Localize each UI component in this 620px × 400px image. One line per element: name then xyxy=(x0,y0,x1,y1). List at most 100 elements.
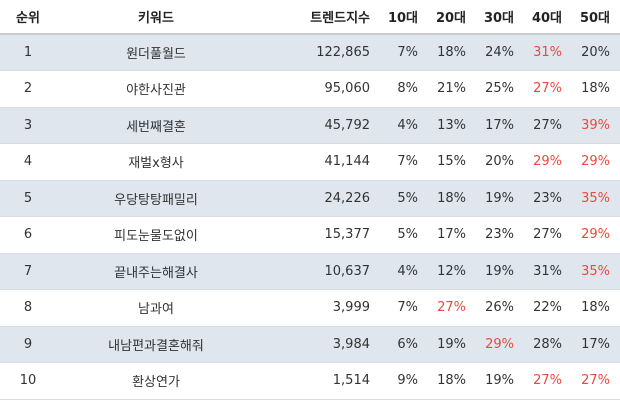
age-50s-cell: 20% xyxy=(581,45,610,60)
age-30s-cell: 19% xyxy=(485,263,514,279)
rank-cell: 3 xyxy=(23,117,33,133)
rank-cell: 5 xyxy=(23,190,33,206)
header-age-30s: 30대 xyxy=(483,11,514,26)
table-row: 4 재벌x형사 41,144 7% 15% 20% 29% 29% xyxy=(0,144,620,180)
trend-score-cell: 3,999 xyxy=(332,300,370,316)
age-10s-cell: 7% xyxy=(397,154,418,170)
age-20s-cell: 18% xyxy=(437,190,466,206)
keyword-cell: 야한사진관 xyxy=(126,83,186,99)
trend-score-cell: 10,637 xyxy=(324,263,371,279)
age-10s-cell: 8% xyxy=(397,81,418,97)
trend-score-cell: 45,792 xyxy=(324,117,371,133)
age-50s-cell: 29% xyxy=(581,154,610,170)
table-header: 순위 키워드 트렌드지수 10대 20대 30대 40대 50대 xyxy=(0,0,620,34)
age-20s-cell: 15% xyxy=(437,154,466,170)
trend-score-cell: 3,984 xyxy=(332,336,370,352)
trend-score-cell: 95,060 xyxy=(324,81,371,97)
keyword-cell: 재벌x형사 xyxy=(128,156,184,172)
age-50s-cell: 35% xyxy=(581,263,610,279)
age-40s-cell: 28% xyxy=(533,336,562,352)
age-30s-cell: 23% xyxy=(485,227,514,243)
table-row: 2 야한사진관 95,060 8% 21% 25% 27% 18% xyxy=(0,71,620,107)
header-row: 순위 키워드 트렌드지수 10대 20대 30대 40대 50대 xyxy=(0,0,620,34)
age-40s-cell: 29% xyxy=(533,154,562,170)
age-20s-cell: 18% xyxy=(437,373,466,389)
age-10s-cell: 4% xyxy=(397,117,418,133)
age-40s-cell: 23% xyxy=(533,190,562,206)
age-20s-cell: 27% xyxy=(437,300,466,316)
table-row: 9 내남편과결혼해줘 3,984 6% 19% 29% 28% 17% xyxy=(0,326,620,363)
age-30s-cell: 19% xyxy=(485,373,514,389)
age-40s-cell: 22% xyxy=(533,300,562,316)
age-40s-cell: 27% xyxy=(533,81,562,97)
trend-score-cell: 15,377 xyxy=(324,227,371,243)
trend-score-cell: 24,226 xyxy=(324,190,371,206)
age-40s-cell: 27% xyxy=(533,117,562,133)
table-row: 3 세번째결혼 45,792 4% 13% 17% 27% 39% xyxy=(0,107,620,144)
header-age-50s: 50대 xyxy=(579,11,610,26)
age-30s-cell: 20% xyxy=(485,154,514,170)
age-50s-cell: 35% xyxy=(581,190,610,206)
age-10s-cell: 7% xyxy=(397,45,418,60)
age-50s-cell: 18% xyxy=(581,300,610,316)
keyword-cell: 끝내주는해결사 xyxy=(114,265,198,281)
table-row: 6 피도눈물도없이 15,377 5% 17% 23% 27% 29% xyxy=(0,217,620,253)
age-50s-cell: 18% xyxy=(581,81,610,97)
keyword-cell: 남과여 xyxy=(138,302,174,318)
header-age-10s: 10대 xyxy=(387,11,418,26)
rank-cell: 2 xyxy=(23,81,33,97)
rank-cell: 9 xyxy=(23,336,33,352)
header-trend-score: 트렌드지수 xyxy=(310,11,370,26)
table-row: 7 끝내주는해결사 10,637 4% 12% 19% 31% 35% xyxy=(0,253,620,290)
trend-score-cell: 41,144 xyxy=(324,154,371,170)
header-rank: 순위 xyxy=(16,11,40,26)
table-row: 1 원더풀월드 122,865 7% 18% 24% 31% 20% xyxy=(0,34,620,71)
table-row: 8 남과여 3,999 7% 27% 26% 22% 18% xyxy=(0,290,620,326)
age-50s-cell: 17% xyxy=(581,336,610,352)
keyword-cell: 내남편과결혼해줘 xyxy=(108,338,204,354)
table-body: 1 원더풀월드 122,865 7% 18% 24% 31% 20% 2 야한사… xyxy=(0,34,620,399)
age-10s-cell: 5% xyxy=(397,190,418,206)
age-40s-cell: 27% xyxy=(533,227,562,243)
age-30s-cell: 24% xyxy=(485,45,514,60)
age-50s-cell: 27% xyxy=(581,373,610,389)
age-50s-cell: 29% xyxy=(581,227,610,243)
age-40s-cell: 27% xyxy=(533,373,562,389)
age-30s-cell: 19% xyxy=(485,190,514,206)
age-30s-cell: 29% xyxy=(485,336,514,352)
rank-cell: 10 xyxy=(19,373,37,389)
age-20s-cell: 18% xyxy=(437,45,466,60)
keyword-cell: 우당탕탕패밀리 xyxy=(114,192,198,208)
keyword-cell: 환상연가 xyxy=(132,375,180,391)
age-20s-cell: 12% xyxy=(437,263,466,279)
trend-score-cell: 122,865 xyxy=(316,45,370,60)
age-10s-cell: 7% xyxy=(397,300,418,316)
header-age-40s: 40대 xyxy=(531,11,562,26)
age-20s-cell: 19% xyxy=(437,336,466,352)
age-40s-cell: 31% xyxy=(533,45,562,60)
age-10s-cell: 9% xyxy=(397,373,418,389)
age-20s-cell: 17% xyxy=(437,227,466,243)
age-40s-cell: 31% xyxy=(533,263,562,279)
rank-cell: 6 xyxy=(23,227,33,243)
age-30s-cell: 25% xyxy=(485,81,514,97)
age-50s-cell: 39% xyxy=(581,117,610,133)
age-10s-cell: 5% xyxy=(397,227,418,243)
rank-cell: 7 xyxy=(23,263,33,279)
trend-score-cell: 1,514 xyxy=(332,373,370,389)
table-row: 10 환상연가 1,514 9% 18% 19% 27% 27% xyxy=(0,363,620,399)
age-20s-cell: 21% xyxy=(437,81,466,97)
keyword-cell: 원더풀월드 xyxy=(126,47,186,62)
header-age-20s: 20대 xyxy=(435,11,466,26)
keyword-cell: 세번째결혼 xyxy=(126,119,186,135)
age-30s-cell: 26% xyxy=(485,300,514,316)
age-10s-cell: 6% xyxy=(397,336,418,352)
age-30s-cell: 17% xyxy=(485,117,514,133)
age-10s-cell: 4% xyxy=(397,263,418,279)
rank-cell: 8 xyxy=(23,300,33,316)
header-keyword: 키워드 xyxy=(138,11,174,26)
rank-cell: 4 xyxy=(23,154,33,170)
keyword-cell: 피도눈물도없이 xyxy=(114,229,198,245)
rank-cell: 1 xyxy=(23,45,33,60)
